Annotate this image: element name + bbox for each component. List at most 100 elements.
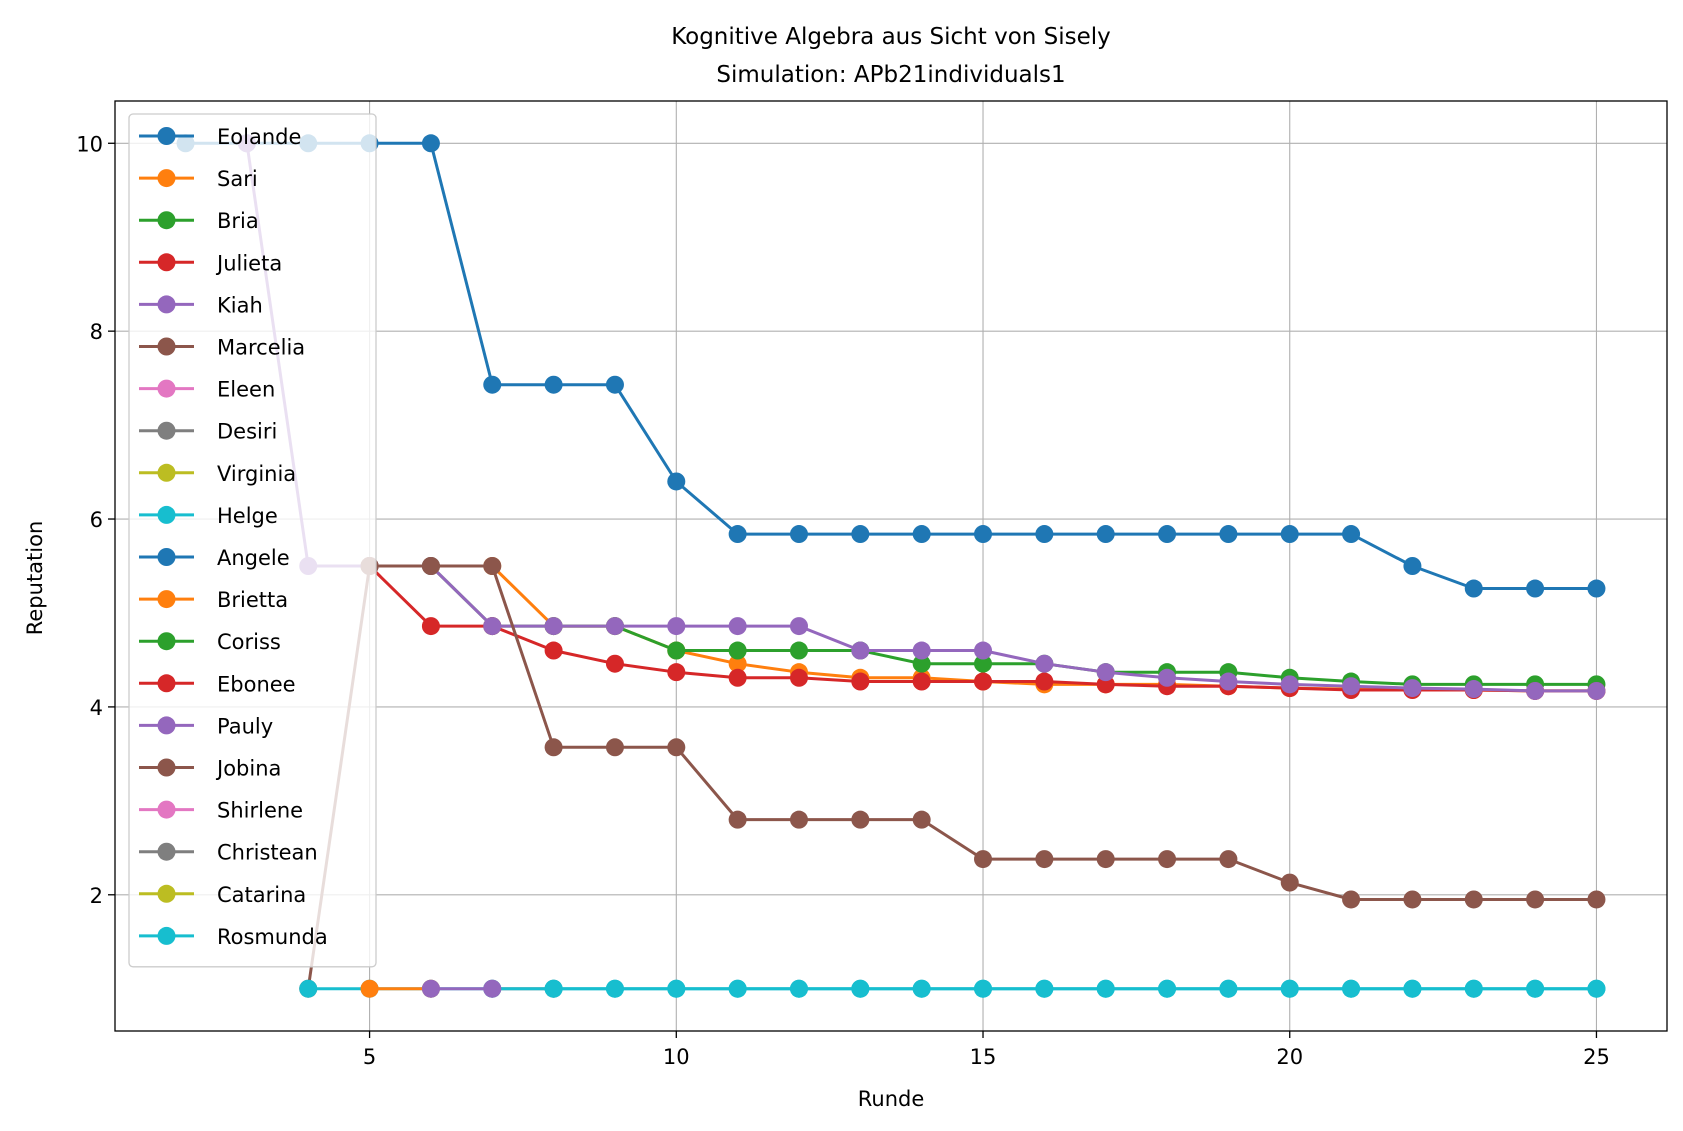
legend-marker xyxy=(157,505,176,524)
legend-item: Brietta xyxy=(139,588,288,612)
data-point xyxy=(1342,890,1361,909)
legend-item: Eolande xyxy=(139,125,301,149)
data-point xyxy=(1403,890,1422,909)
data-point xyxy=(1096,850,1115,869)
data-point xyxy=(912,641,931,660)
data-point xyxy=(912,979,931,998)
data-point xyxy=(1280,675,1299,694)
legend-marker xyxy=(157,926,176,945)
legend-label: Julieta xyxy=(215,251,282,275)
data-point xyxy=(667,472,686,491)
data-point xyxy=(1035,525,1054,544)
data-point xyxy=(974,979,993,998)
legend-marker xyxy=(157,463,176,482)
legend-label: Ebonee xyxy=(217,672,296,696)
legend-marker xyxy=(157,127,176,145)
legend-marker xyxy=(157,674,176,693)
legend-item: Julieta xyxy=(139,251,282,275)
data-point xyxy=(1096,525,1115,544)
data-point xyxy=(421,557,440,575)
plot-area-frame xyxy=(114,100,1668,1032)
data-point xyxy=(1464,680,1483,699)
legend-label: Eolande xyxy=(217,125,301,149)
data-point xyxy=(912,810,931,829)
data-point xyxy=(1342,979,1361,998)
x-tick-label: 5 xyxy=(363,1045,376,1069)
legend-item: Rosmunda xyxy=(139,925,328,949)
legend-item: Catarina xyxy=(139,883,306,907)
data-point xyxy=(1219,525,1238,544)
legend-item: Eleen xyxy=(139,378,275,402)
legend-marker xyxy=(157,211,176,230)
legend-label: Marcelia xyxy=(217,336,305,360)
data-point xyxy=(1035,672,1054,691)
data-point xyxy=(299,979,318,998)
legend-item: Angele xyxy=(139,546,290,570)
data-point xyxy=(605,654,624,673)
data-point xyxy=(1464,890,1483,909)
data-point xyxy=(483,617,502,636)
legend-marker xyxy=(157,548,176,566)
legend-item: Jobina xyxy=(139,757,281,781)
series-line xyxy=(306,564,1597,989)
data-point xyxy=(728,641,747,660)
data-point xyxy=(544,738,563,757)
data-point xyxy=(789,668,808,687)
chart-title: Kognitive Algebra aus Sicht von Sisely xyxy=(671,24,1111,50)
series-pauly xyxy=(421,979,502,998)
legend-label: Kiah xyxy=(217,293,263,317)
series-lines xyxy=(176,134,1606,998)
series-line xyxy=(185,141,1597,590)
data-point xyxy=(912,654,931,673)
data-point xyxy=(1219,850,1238,869)
data-point xyxy=(1403,979,1422,998)
legend-marker xyxy=(157,716,176,735)
data-point xyxy=(1219,672,1238,691)
legend-marker xyxy=(157,758,176,777)
data-point xyxy=(974,850,993,869)
legend-item: Kiah xyxy=(139,293,263,317)
x-tick-label: 15 xyxy=(970,1045,997,1069)
data-point xyxy=(544,617,563,636)
legend-item: Bria xyxy=(139,209,259,233)
data-point xyxy=(1158,850,1177,869)
legend-item: Sari xyxy=(139,167,258,191)
x-tick-label: 25 xyxy=(1583,1045,1610,1069)
x-tick-label: 20 xyxy=(1276,1045,1303,1069)
data-point xyxy=(1526,979,1545,998)
data-point xyxy=(1587,681,1606,700)
data-point xyxy=(1464,579,1483,598)
y-tick-label: 2 xyxy=(90,884,103,908)
legend-label: Bria xyxy=(217,209,259,233)
data-point xyxy=(1526,681,1545,700)
legend-label: Christean xyxy=(217,841,318,865)
data-point xyxy=(974,525,993,544)
data-point xyxy=(728,617,747,636)
data-point xyxy=(544,641,563,660)
data-point xyxy=(789,810,808,829)
legend-item: Ebonee xyxy=(139,672,296,696)
legend-label: Rosmunda xyxy=(217,925,328,949)
legend-marker xyxy=(157,337,176,356)
data-point xyxy=(851,525,870,544)
axis-ticks: 5 10 15 20 25 2 4 6 8 10 xyxy=(76,132,1610,1069)
legend-marker xyxy=(157,253,176,272)
data-point xyxy=(360,979,379,998)
data-point xyxy=(789,617,808,636)
data-point xyxy=(667,738,686,757)
data-point xyxy=(667,663,686,682)
x-axis-label: Runde xyxy=(858,1087,925,1111)
data-point xyxy=(1158,525,1177,544)
y-tick-label: 4 xyxy=(90,696,103,720)
data-point xyxy=(728,525,747,544)
data-point xyxy=(1587,579,1606,598)
data-point xyxy=(728,979,747,998)
data-point xyxy=(1280,525,1299,544)
data-point xyxy=(1219,979,1238,998)
data-point xyxy=(1280,873,1299,892)
legend-label: Pauly xyxy=(217,714,273,738)
legend-item: Pauly xyxy=(139,714,273,738)
legend-item: Coriss xyxy=(139,630,281,654)
legend-item: Marcelia xyxy=(139,336,305,360)
